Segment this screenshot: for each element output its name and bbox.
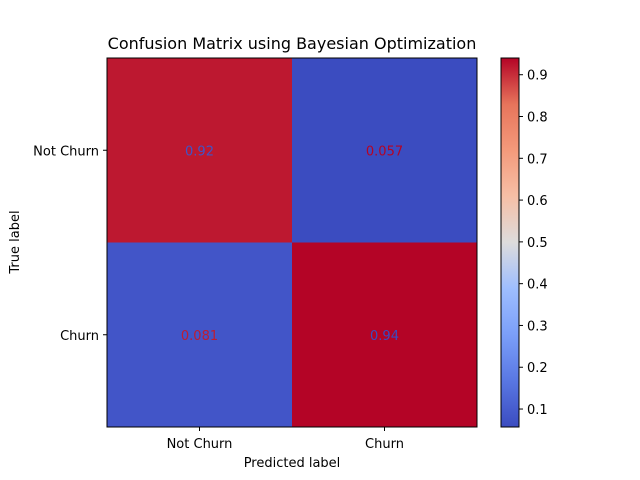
colorbar-tick-label: 0.4 xyxy=(527,278,548,293)
y-axis: Not Churn Churn xyxy=(33,144,107,344)
colorbar-tick-label: 0.3 xyxy=(527,319,548,334)
colorbar-tick-label: 0.9 xyxy=(527,69,548,84)
colorbar-ticks: 0.1 0.2 0.3 0.4 0.5 0.6 0.7 0.8 0.9 xyxy=(519,69,548,418)
colorbar-tick-label: 0.6 xyxy=(527,194,548,209)
matrix-cell xyxy=(292,242,477,427)
colorbar-tick-label: 0.2 xyxy=(527,361,548,376)
chart-title: Confusion Matrix using Bayesian Optimiza… xyxy=(108,34,477,53)
colorbar-tick-label: 0.8 xyxy=(527,111,548,126)
y-tick-label: Churn xyxy=(60,329,99,344)
y-tick-label: Not Churn xyxy=(33,144,99,159)
x-axis: Not Churn Churn xyxy=(167,427,404,452)
cell-value-label: 0.94 xyxy=(370,329,399,344)
colorbar-tick-label: 0.5 xyxy=(527,236,548,251)
x-tick-label: Not Churn xyxy=(167,437,233,452)
matrix-cell xyxy=(107,242,292,427)
colorbar-tick-label: 0.7 xyxy=(527,152,548,167)
matrix-cell xyxy=(292,58,477,243)
cell-value-label: 0.057 xyxy=(366,144,403,159)
colorbar-tick-label: 0.1 xyxy=(527,403,548,418)
cell-value-label: 0.081 xyxy=(181,329,218,344)
plot-frame xyxy=(106,57,478,428)
cell-value-label: 0.92 xyxy=(185,144,214,159)
x-tick-label: Churn xyxy=(365,437,404,452)
y-axis-label: True label xyxy=(8,210,23,274)
x-axis-label: Predicted label xyxy=(244,456,341,471)
matrix-cell xyxy=(107,58,292,243)
matrix-cells: 0.92 0.057 0.081 0.94 xyxy=(107,58,477,427)
colorbar xyxy=(500,57,520,428)
